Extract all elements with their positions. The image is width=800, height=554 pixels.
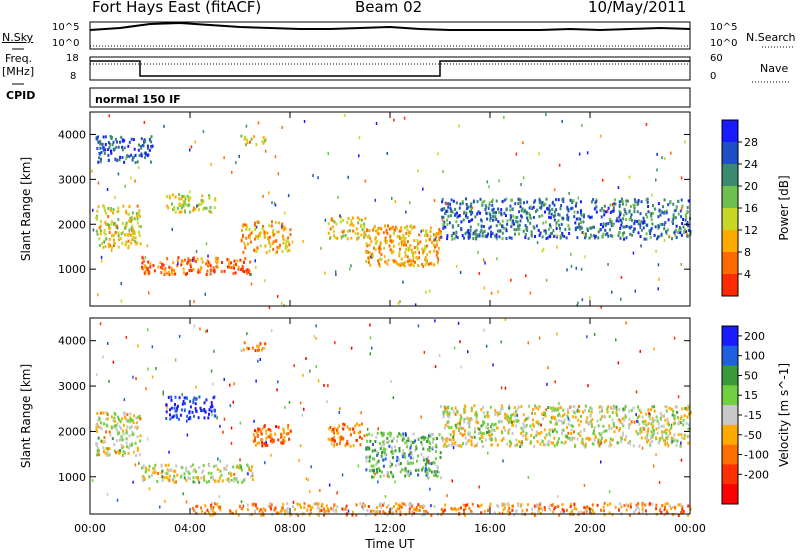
x-tick-label: 08:00 [274, 522, 306, 535]
colorbar-label: Velocity [m s^-1] [777, 363, 791, 467]
freq-unit: [MHz] [2, 65, 35, 78]
colorbar-tick-label: -200 [744, 468, 769, 481]
colorbar-tick-label: 100 [744, 350, 765, 363]
cpid-label: CPID [6, 89, 36, 102]
colorbar-tick-label: 4 [744, 268, 751, 281]
colorbar-tick-label: 20 [744, 180, 758, 193]
cpid-value: normal 150 IF [95, 93, 181, 106]
colorbar-tick-label: -15 [744, 409, 762, 422]
colorbar: 4 8 12 16 20 24 28 Power [dB] [721, 119, 791, 297]
nsearch-tick-top: 10^5 [710, 22, 738, 33]
nsky-curve [89, 21, 691, 32]
colorbar-tick-label: 12 [744, 224, 758, 237]
nave-tick-top: 60 [710, 53, 723, 64]
colorbar-tick-label: -100 [744, 449, 769, 462]
nsearch-label: N.Search [746, 31, 796, 44]
nsearch-tick-bottom: 10^0 [710, 38, 738, 49]
y-tick-label: 3000 [58, 380, 86, 393]
x-tick-label: 00:00 [674, 522, 706, 535]
y-axis-label: Slant Range [km] [19, 157, 33, 261]
y-tick-label: 2000 [58, 425, 86, 438]
nsky-label: N.Sky [2, 31, 34, 44]
colorbar-tick-label: 50 [744, 369, 758, 382]
colorbar-tick-label: 8 [744, 246, 751, 259]
x-tick-label: 12:00 [374, 522, 406, 535]
beam-label: Beam 02 [355, 0, 423, 16]
x-tick-label: 04:00 [174, 522, 206, 535]
y-tick-label: 1000 [58, 471, 86, 484]
nave-label: Nave [760, 62, 789, 75]
nsky-tick-bottom: 10^0 [52, 38, 80, 49]
power-panel: 1000 2000 3000 4000 Slant Range [km] 4 8 12 16 20… [19, 111, 791, 309]
freq-tick-top: 18 [66, 53, 79, 64]
data-cells [91, 112, 692, 309]
y-tick-label: 4000 [58, 335, 86, 348]
colorbar-tick-label: 16 [744, 202, 758, 215]
x-tick-label: 00:00 [74, 522, 106, 535]
panel-frame [89, 111, 691, 307]
colorbar-tick-label: -50 [744, 429, 762, 442]
station-title: Fort Hays East (fitACF) [92, 0, 262, 16]
colorbar-tick-label: 200 [744, 330, 765, 343]
colorbar-tick-label: 15 [744, 389, 758, 402]
nsky-tick-top: 10^5 [52, 22, 80, 33]
nave-tick-bottom: 0 [710, 71, 717, 82]
data-cells [91, 318, 692, 517]
colorbar-tick-label: 28 [744, 136, 758, 149]
x-tick-label: 20:00 [574, 522, 606, 535]
date-label: 10/May/2011 [588, 0, 687, 16]
velocity-panel: 1000 2000 3000 4000 Slant Range [km] 00:00 04:… [19, 317, 791, 551]
y-tick-label: 3000 [58, 173, 86, 186]
colorbar-label: Power [dB] [777, 175, 791, 240]
y-axis-label: Slant Range [km] [19, 364, 33, 468]
y-tick-label: 2000 [58, 218, 86, 231]
x-tick-label: 16:00 [474, 522, 506, 535]
freq-tick-bottom: 8 [70, 71, 77, 82]
x-axis-label: Time UT [364, 537, 415, 551]
freq-label: Freq. [5, 52, 33, 65]
y-tick-label: 4000 [58, 128, 86, 141]
colorbar: 200 100 50 15 -15 -50 -100 -200 Velocity [m s^-1… [721, 325, 791, 505]
freq-trace [90, 60, 690, 77]
y-tick-label: 1000 [58, 263, 86, 276]
colorbar-tick-label: 24 [744, 158, 758, 171]
